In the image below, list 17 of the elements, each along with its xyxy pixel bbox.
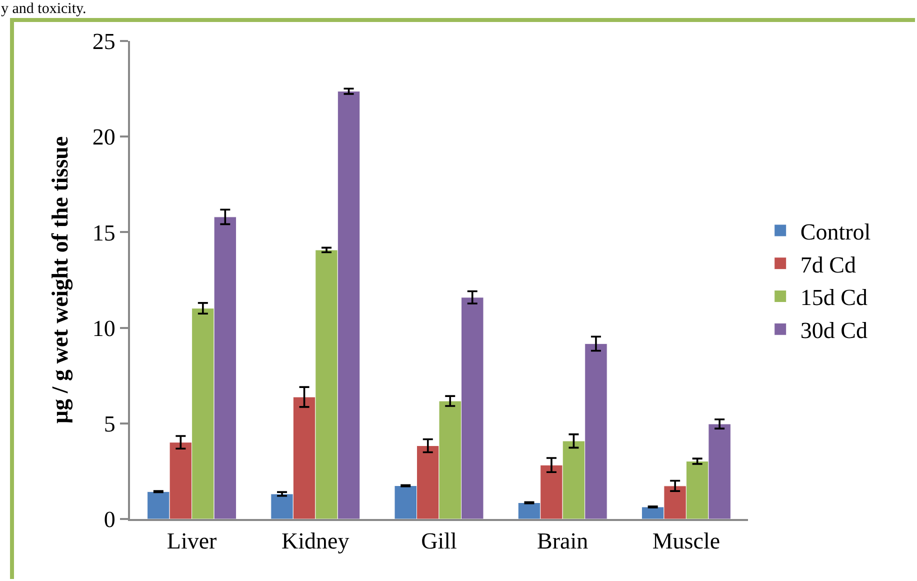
y-tick-label: 15 [92,220,116,246]
y-axis-title: µg / g wet weight of the tissue [47,136,74,424]
x-tick-label: Liver [166,528,218,554]
y-tick-label: 20 [92,124,116,150]
x-tick-label: Kidney [282,528,350,554]
y-tick-label: 25 [92,29,116,54]
legend-label: 7d Cd [800,252,856,278]
legend-label: Control [800,219,871,244]
x-tick-label: Gill [421,528,457,554]
legend-label: 15d Cd [800,285,868,310]
x-tick-label: Muscle [652,528,720,554]
y-tick-label: 5 [104,411,116,436]
legend-label: 30d Cd [800,318,868,344]
text: y and toxicity. [1,1,86,17]
y-tick-label: 0 [104,507,116,532]
y-tick-label: 10 [92,316,116,341]
x-tick-label: Brain [537,528,589,554]
